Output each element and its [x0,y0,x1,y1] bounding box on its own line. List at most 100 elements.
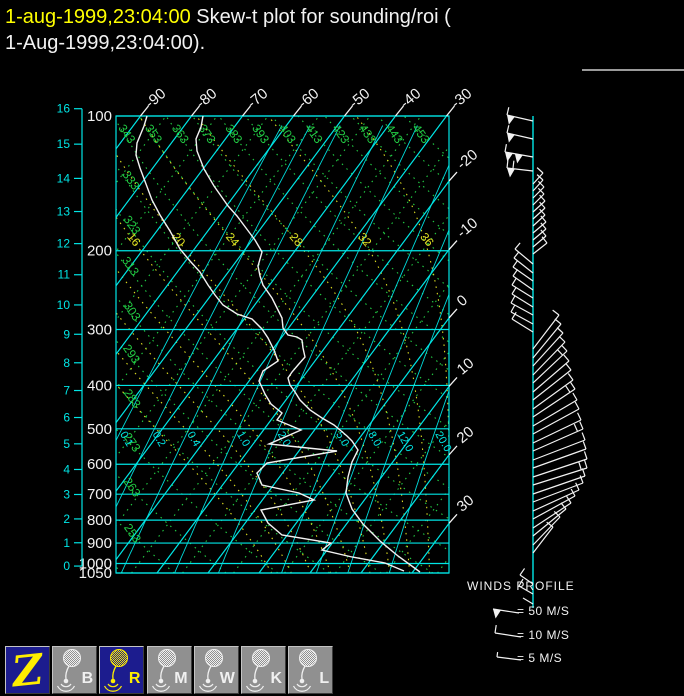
toolbar-button-letter: M [174,670,188,687]
svg-text:30: 30 [454,492,478,516]
svg-text:36: 36 [417,230,437,249]
svg-text:-40: -40 [397,85,425,112]
skewt-grid [116,116,449,573]
title-line2: 1-Aug-1999,23:04:00). [5,32,206,54]
svg-text:4: 4 [63,462,70,476]
svg-text:0: 0 [454,292,471,310]
svg-text:-60: -60 [295,85,323,112]
svg-text:12: 12 [57,237,71,251]
radiosonde-balloon-icon [57,649,82,692]
temp-axis-top-labels: -90 -80 -70 -60 -50 -40 -30 [139,85,476,117]
svg-text:2: 2 [63,512,70,526]
svg-text:200: 200 [87,243,112,260]
temperature-trace [195,115,421,573]
svg-text:300: 300 [87,322,112,339]
winds-profile-label: WINDS PROFILE [467,579,575,593]
svg-text:800: 800 [87,512,112,529]
svg-text:5: 5 [63,437,70,451]
svg-text:16: 16 [57,102,71,116]
svg-text:303: 303 [121,299,144,324]
radiosonde-balloon-icon [198,649,223,692]
svg-text:293: 293 [120,342,143,367]
radiosonde-balloon-icon [245,649,270,692]
svg-text:3: 3 [63,487,70,501]
toolbar-button-k[interactable]: K [241,646,286,694]
legend-50ms-label: = 50 M/S [517,604,570,618]
svg-text:-50: -50 [346,85,374,112]
svg-text:-70: -70 [244,85,272,112]
svg-text:313: 313 [119,254,142,279]
svg-text:9: 9 [63,327,70,341]
svg-text:500: 500 [87,421,112,438]
toolbar-button-letter: K [270,670,282,687]
toolbar-button-m[interactable]: M [146,646,192,694]
mixing-ratio-labels: 0.1 0.2 0.4 1.0 2.0 5.0 8.0 12.0 20.0 [117,430,453,455]
radiosonde-balloon-icon [104,649,129,692]
svg-text:263: 263 [121,475,144,500]
svg-text:-20: -20 [454,146,482,173]
svg-text:-80: -80 [193,85,221,112]
pressure-grid [115,115,450,574]
wind-profile [504,107,588,608]
toolbar-button-letter: B [81,670,94,687]
svg-text:11: 11 [58,268,71,282]
svg-text:0: 0 [63,559,70,573]
svg-text:6: 6 [63,411,70,425]
window-edge-line [582,69,684,71]
title-text: Skew-t plot for sounding/roi ( [190,6,451,28]
svg-text:383: 383 [222,122,245,147]
radiosonde-balloon-icon [151,649,176,692]
toolbar-button-r[interactable]: R [99,646,145,694]
svg-text:13: 13 [57,205,71,219]
svg-text:10: 10 [57,298,71,312]
svg-text:423: 423 [329,122,352,147]
svg-text:100: 100 [87,108,112,125]
svg-text:-90: -90 [142,85,170,112]
svg-text:253: 253 [121,521,144,546]
svg-text:32: 32 [355,230,375,249]
svg-text:15: 15 [57,137,71,151]
svg-text:-30: -30 [448,85,476,112]
title-datetime: 1-aug-1999,23:04:00 [5,6,191,28]
svg-text:453: 453 [410,122,433,147]
svg-text:20.0: 20.0 [432,430,453,455]
temp-axis-right-labels: -20 -10 0 10 20 30 [448,146,482,524]
legend-10ms-label: = 10 M/S [517,628,570,642]
svg-text:-10: -10 [454,215,482,242]
svg-text:900: 900 [87,535,112,552]
svg-text:16: 16 [124,230,144,249]
zeb-logo-glyph: Z [9,644,46,696]
svg-text:600: 600 [87,456,112,473]
svg-text:400: 400 [87,377,112,394]
svg-text:1050: 1050 [79,565,112,582]
toolbar-button-b[interactable]: B [52,646,98,694]
svg-text:10: 10 [454,355,478,379]
title-line1: 1-aug-1999,23:04:00 Skew-t plot for soun… [5,4,675,30]
svg-text:373: 373 [196,122,219,147]
svg-text:7: 7 [63,384,70,398]
svg-text:343: 343 [115,122,138,147]
dewpoint-trace [135,115,405,572]
toolbar-button-letter: R [128,670,141,687]
svg-text:1000: 1000 [79,556,112,573]
svg-text:1: 1 [63,536,70,550]
svg-text:8: 8 [63,356,70,370]
svg-text:20: 20 [454,423,478,447]
toolbar-button-w[interactable]: W [193,646,239,694]
radiosonde-balloon-icon [293,649,318,692]
toolbar-button-l[interactable]: L [288,646,334,694]
svg-text:14: 14 [57,171,71,185]
toolbar-button-letter: L [319,670,330,687]
svg-text:413: 413 [303,122,326,147]
wind-legend-glyphs [492,608,522,661]
svg-text:700: 700 [87,486,112,503]
toolbar-button-zeb-logo[interactable]: Z [5,644,50,696]
svg-text:393: 393 [249,122,272,147]
window-title: 1-aug-1999,23:04:00 Skew-t plot for soun… [5,4,675,56]
toolbar-button-letter: W [219,670,235,687]
